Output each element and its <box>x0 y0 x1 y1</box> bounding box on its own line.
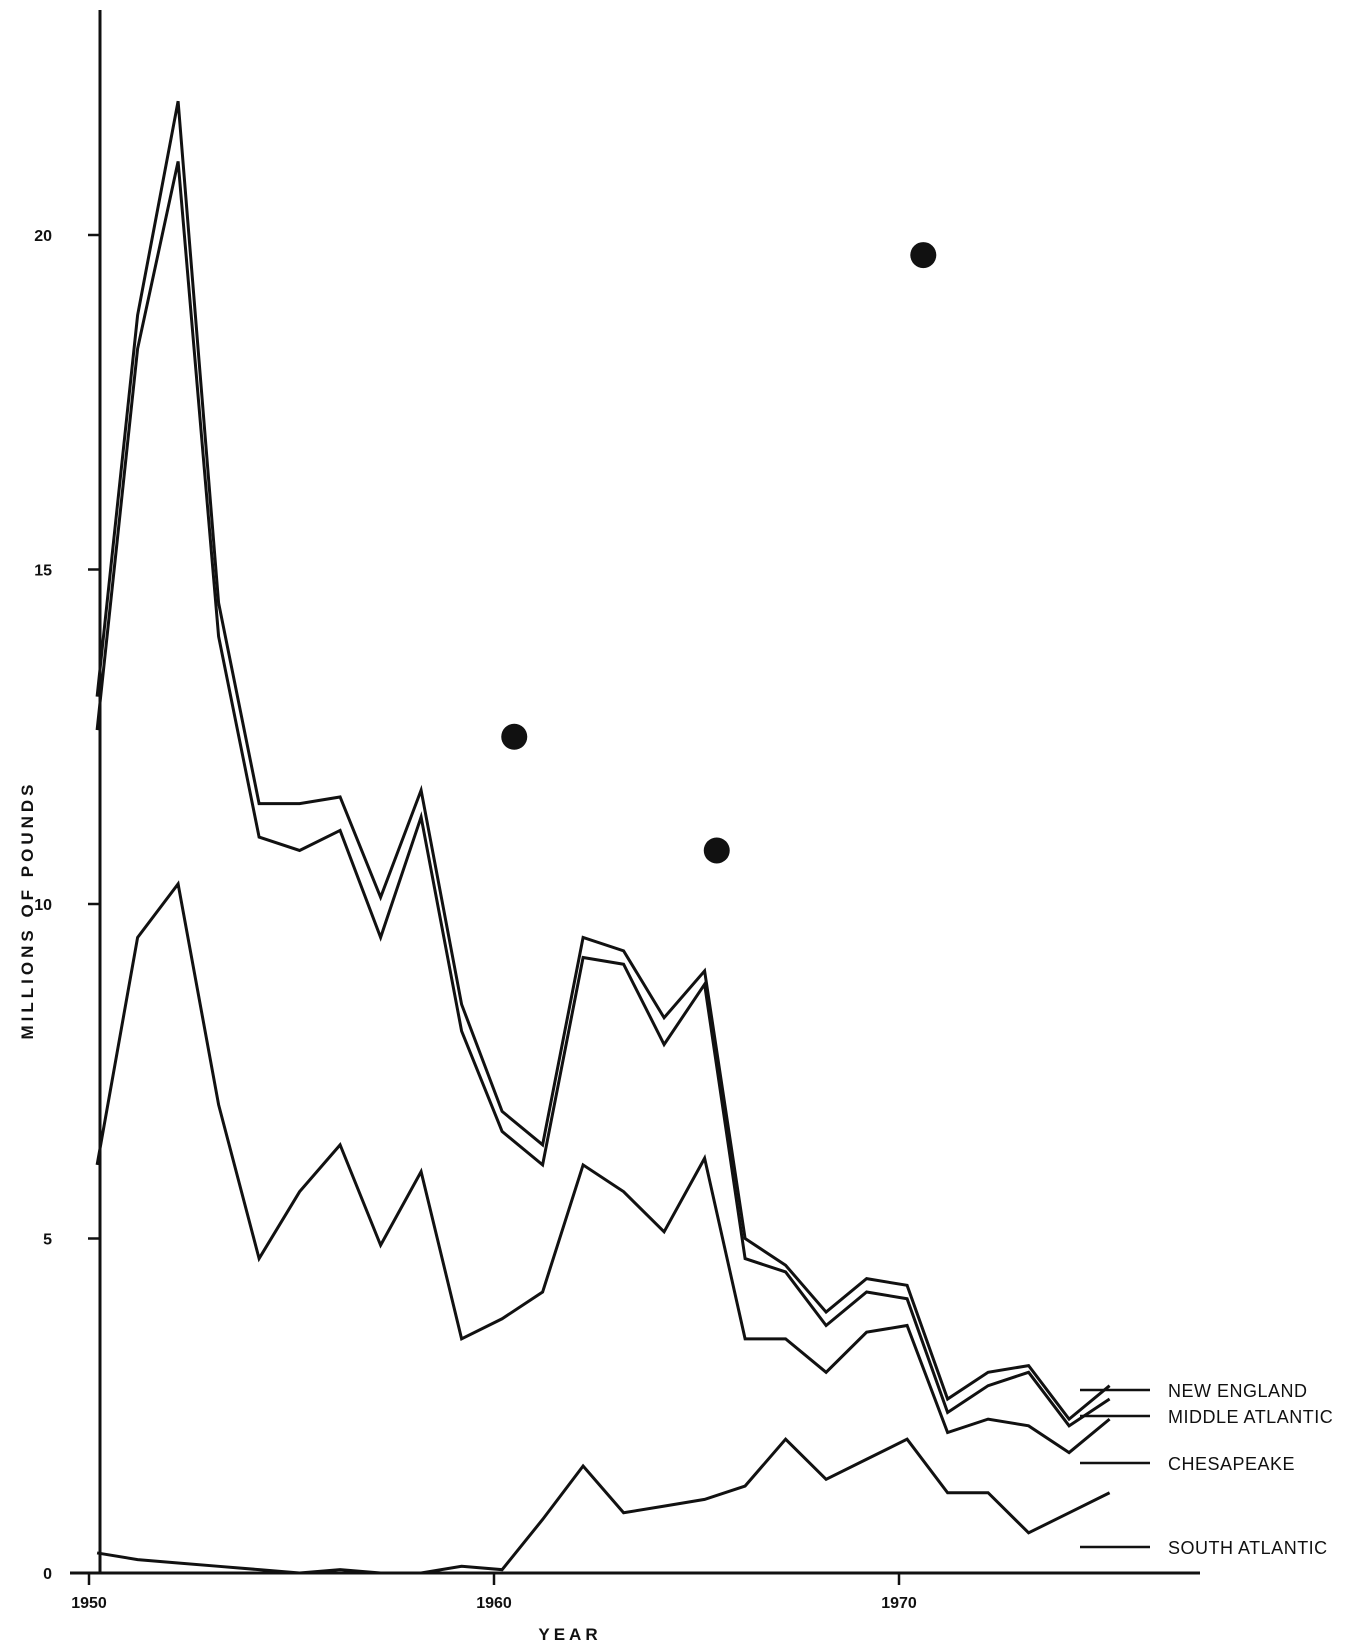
y-tick-label: 10 <box>34 897 52 914</box>
series-lines <box>95 100 1111 1575</box>
series-line-middle-atlantic <box>95 161 1111 1428</box>
y-axis-ticks: 0 5 10 15 20 <box>34 228 100 1583</box>
x-axis-ticks: 1950 1960 1970 <box>71 1573 917 1612</box>
y-tick-label: 15 <box>34 563 52 580</box>
dot-markers <box>501 242 937 864</box>
y-tick-label: 0 <box>43 1566 52 1583</box>
series-line-south-atlantic <box>96 1437 1111 1575</box>
y-tick-label: 20 <box>34 228 52 245</box>
series-line-new-england <box>95 100 1111 1422</box>
dot-marker <box>703 837 730 864</box>
legend-label-new-england: NEW ENGLAND <box>1168 1381 1308 1401</box>
legend-label-south-atlantic: SOUTH ATLANTIC <box>1168 1538 1328 1558</box>
y-axis-title: MILLIONS OF POUNDS <box>18 781 37 1040</box>
x-tick-label: 1960 <box>476 1595 512 1612</box>
x-tick-label: 1950 <box>71 1595 107 1612</box>
x-tick-label: 1970 <box>881 1595 917 1612</box>
x-axis-title: YEAR <box>538 1625 601 1644</box>
y-tick-label: 5 <box>43 1232 52 1249</box>
legend-label-middle-atlantic: MIDDLE ATLANTIC <box>1168 1407 1333 1427</box>
dot-marker <box>501 723 528 750</box>
legend-label-chesapeake: CHESAPEAKE <box>1168 1454 1295 1474</box>
legend: NEW ENGLAND MIDDLE ATLANTIC CHESAPEAKE SOUT… <box>1080 1381 1333 1558</box>
dot-marker <box>910 242 937 269</box>
series-line-chesapeake <box>95 880 1111 1455</box>
